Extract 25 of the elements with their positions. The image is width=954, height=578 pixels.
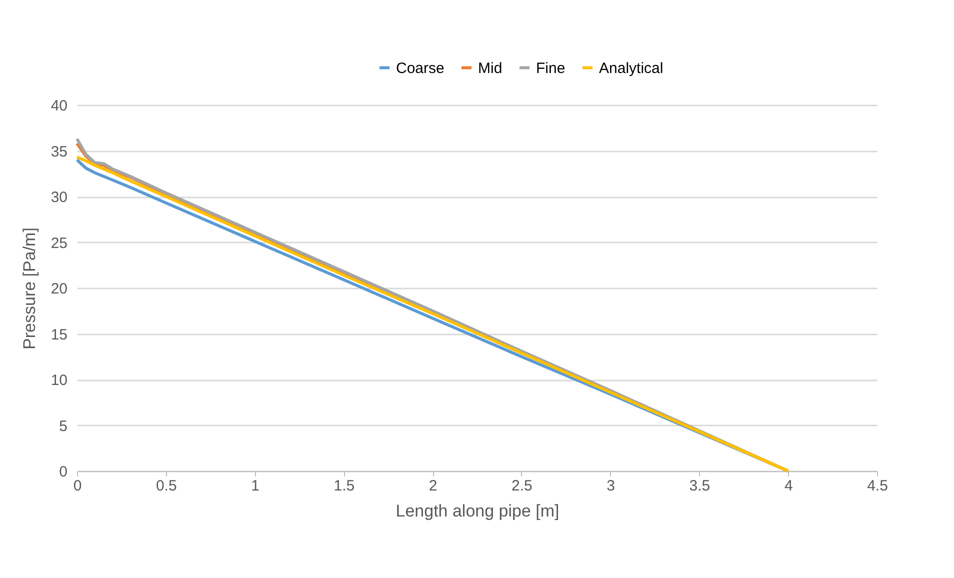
y-axis-title: Pressure [Pa/m] xyxy=(20,228,39,350)
x-tick-label: 4.5 xyxy=(867,478,888,494)
x-tick-label: 1.5 xyxy=(334,478,355,494)
x-tick-label: 2 xyxy=(428,478,438,494)
y-tick-label: 5 xyxy=(59,418,68,435)
x-tick-label: 2.5 xyxy=(512,478,532,494)
x-tick-label: 0 xyxy=(73,478,82,494)
x-tick-label: 4 xyxy=(784,478,793,494)
x-tick-label: 3 xyxy=(606,478,616,494)
x-tick-label: 3.5 xyxy=(689,478,710,494)
x-tick-label: 0.5 xyxy=(156,478,177,494)
y-tick-label: 20 xyxy=(50,280,68,298)
x-axis-title: Length along pipe [m] xyxy=(396,502,560,520)
legend-label: Mid xyxy=(478,60,502,77)
legend-label: Analytical xyxy=(599,60,664,77)
y-tick-label: 10 xyxy=(50,372,68,389)
y-tick-label: 40 xyxy=(50,98,68,114)
y-tick-label: 15 xyxy=(50,326,68,344)
y-tick-label: 25 xyxy=(50,234,68,252)
y-tick-label: 30 xyxy=(50,189,68,206)
legend-label: Coarse xyxy=(396,60,444,77)
legend-label: Fine xyxy=(536,60,566,77)
y-tick-label: 0 xyxy=(59,464,68,480)
x-tick-label: 1 xyxy=(251,478,260,494)
y-tick-label: 35 xyxy=(50,143,68,160)
